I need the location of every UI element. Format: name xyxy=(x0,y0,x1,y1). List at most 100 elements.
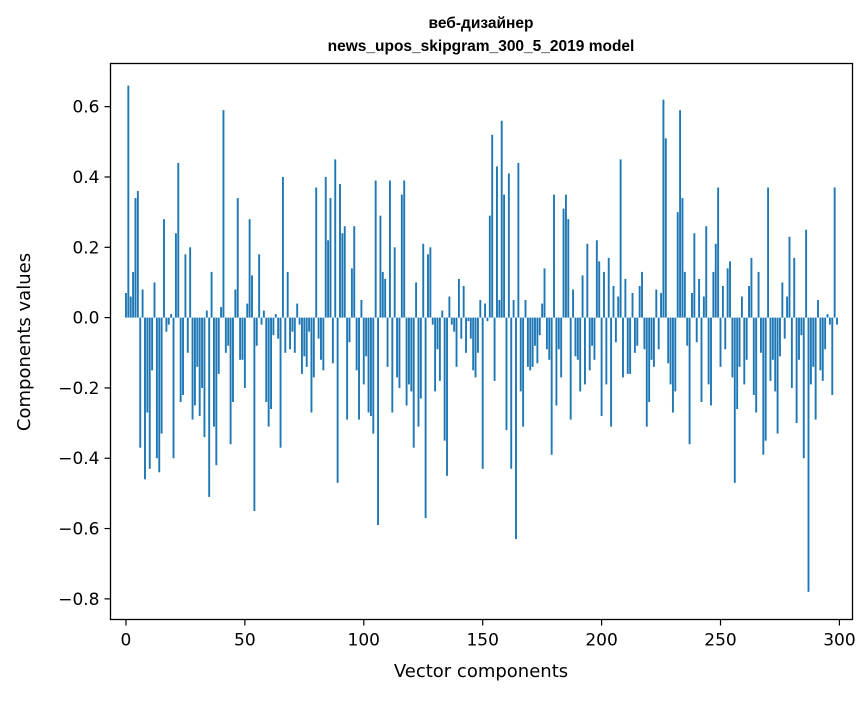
bar xyxy=(286,271,289,318)
bar xyxy=(636,317,639,346)
bar xyxy=(762,317,765,455)
bar xyxy=(182,317,184,395)
bar xyxy=(748,285,750,318)
bar xyxy=(374,180,377,318)
x-axis-ticks: 0 50 100 150 200 250 300 xyxy=(121,619,856,651)
bar xyxy=(486,317,489,322)
bar xyxy=(793,257,796,318)
bar xyxy=(329,198,332,318)
bar xyxy=(581,275,584,318)
bar xyxy=(251,275,253,318)
bar xyxy=(671,317,674,413)
bar xyxy=(336,317,339,483)
y-tick-label: −0.6 xyxy=(58,520,99,540)
bar xyxy=(184,254,187,318)
bar xyxy=(569,317,572,420)
bar xyxy=(277,317,280,339)
bar xyxy=(222,110,225,318)
bar xyxy=(693,233,696,318)
bar xyxy=(679,110,682,318)
bar xyxy=(431,317,434,325)
bar xyxy=(629,317,632,374)
bar xyxy=(179,317,182,402)
bar xyxy=(243,317,246,388)
bar xyxy=(284,317,287,353)
bar xyxy=(557,317,560,350)
bar xyxy=(574,317,577,357)
bar xyxy=(393,247,396,318)
bar xyxy=(622,317,624,378)
bar xyxy=(657,317,660,350)
bar xyxy=(331,317,334,364)
bar xyxy=(177,162,180,318)
bar xyxy=(588,317,591,371)
bar xyxy=(614,317,617,343)
bar xyxy=(467,317,470,322)
bar xyxy=(500,120,503,318)
bar xyxy=(453,317,456,332)
bar xyxy=(405,317,408,406)
bar xyxy=(460,317,463,339)
bar xyxy=(339,184,341,318)
chart-title: веб-дизайнер xyxy=(429,15,534,32)
bar xyxy=(612,285,615,318)
bar xyxy=(220,307,223,318)
bar xyxy=(141,289,144,318)
bar xyxy=(346,317,349,420)
bar xyxy=(517,162,520,318)
bar xyxy=(798,317,800,360)
bar xyxy=(736,317,739,410)
bar xyxy=(700,317,703,402)
bar xyxy=(645,317,648,427)
bar xyxy=(270,317,272,410)
bar xyxy=(448,296,451,318)
bar xyxy=(750,257,753,318)
bar xyxy=(560,317,563,378)
bar xyxy=(408,317,410,385)
bar xyxy=(819,317,822,371)
bar xyxy=(163,219,165,318)
bar xyxy=(503,194,506,318)
bar xyxy=(365,317,368,357)
bar xyxy=(828,317,831,325)
y-tick-label: 0.4 xyxy=(72,168,99,188)
bar xyxy=(712,271,715,318)
bar xyxy=(593,317,596,360)
bar xyxy=(300,317,303,374)
bar xyxy=(443,317,446,441)
bar xyxy=(488,215,491,318)
bar xyxy=(262,310,265,318)
bar xyxy=(310,317,313,413)
bar xyxy=(158,317,161,473)
bar xyxy=(484,303,487,318)
y-tick-label: 0.2 xyxy=(72,238,99,258)
bar xyxy=(267,317,270,427)
bar xyxy=(213,317,215,427)
bar xyxy=(802,317,805,459)
y-axis-ticks: −0.8 −0.6 −0.4 −0.2 0.0 0.2 0.4 0.6 xyxy=(58,98,111,610)
bar xyxy=(564,194,567,318)
y-tick-label: −0.4 xyxy=(58,449,99,469)
bar xyxy=(362,317,365,385)
x-tick-label: 200 xyxy=(585,631,617,651)
bar xyxy=(381,271,384,318)
bar xyxy=(434,317,437,392)
bar xyxy=(686,317,689,346)
bar xyxy=(438,317,441,381)
bar xyxy=(196,317,199,367)
bar xyxy=(691,293,693,318)
bar xyxy=(512,300,515,318)
bar xyxy=(698,278,701,318)
bar xyxy=(417,317,420,427)
bar xyxy=(258,254,261,318)
bar xyxy=(648,317,651,402)
bar xyxy=(248,219,251,318)
bar xyxy=(548,317,551,360)
bar xyxy=(298,317,301,325)
bar xyxy=(151,317,154,371)
bar xyxy=(189,247,192,318)
bar xyxy=(586,243,589,318)
bar xyxy=(619,159,622,318)
bar xyxy=(729,261,731,318)
